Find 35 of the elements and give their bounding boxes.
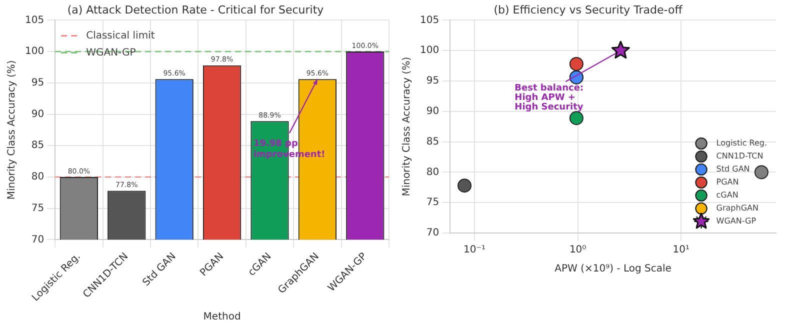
legend-label: Classical limit <box>86 30 155 42</box>
y-tick-label: 85 <box>426 136 440 148</box>
legend-label: GraphGAN <box>716 204 758 213</box>
y-tick-label: 75 <box>426 197 440 208</box>
y-tick-label: 95 <box>31 78 44 89</box>
chart-title: (b) Efficiency vs Security Trade-off <box>494 3 683 16</box>
y-tick-label: 90 <box>426 106 440 117</box>
y-tick-label: 100 <box>420 45 440 56</box>
x-axis-title: Method <box>203 312 241 323</box>
y-tick-label: 75 <box>31 202 44 214</box>
y-tick-label: 105 <box>24 14 44 26</box>
legend-label: PGAN <box>716 178 739 187</box>
x-tick-label: 10⁻¹ <box>464 244 486 256</box>
legend-label: CNN1D-TCN <box>716 152 764 161</box>
legend-label: cGAN <box>716 190 738 200</box>
ref-line-label: WGAN-GP <box>86 47 136 58</box>
y-axis-title: Minority Class Accuracy (%) <box>402 56 413 196</box>
legend-label: Logistic Reg. <box>716 138 768 148</box>
y-tick-label: 80 <box>426 166 440 178</box>
legend-label: WGAN-GP <box>716 216 756 226</box>
y-tick-label: 70 <box>426 228 440 239</box>
y-tick-label: 80 <box>31 172 44 183</box>
chart-title: (a) Attack Detection Rate - Critical for Security <box>67 3 324 16</box>
x-tick-label: 10⁰ <box>569 244 586 256</box>
y-tick-label: 105 <box>420 14 440 26</box>
y-axis-title: Minority Class Accuracy (%) <box>6 60 18 200</box>
y-tick-label: 95 <box>426 76 440 87</box>
annotation: Best balance: High APW + High Security <box>514 83 584 112</box>
x-tick-label: 10¹ <box>672 244 690 256</box>
x-axis-title: APW (×10⁹) - Log Scale <box>554 264 672 275</box>
y-tick-label: 100 <box>24 46 44 58</box>
y-tick-label: 70 <box>31 234 44 246</box>
y-tick-label: 85 <box>31 140 44 152</box>
y-tick-label: 90 <box>31 108 44 120</box>
legend-label: Std GAN <box>716 164 750 174</box>
